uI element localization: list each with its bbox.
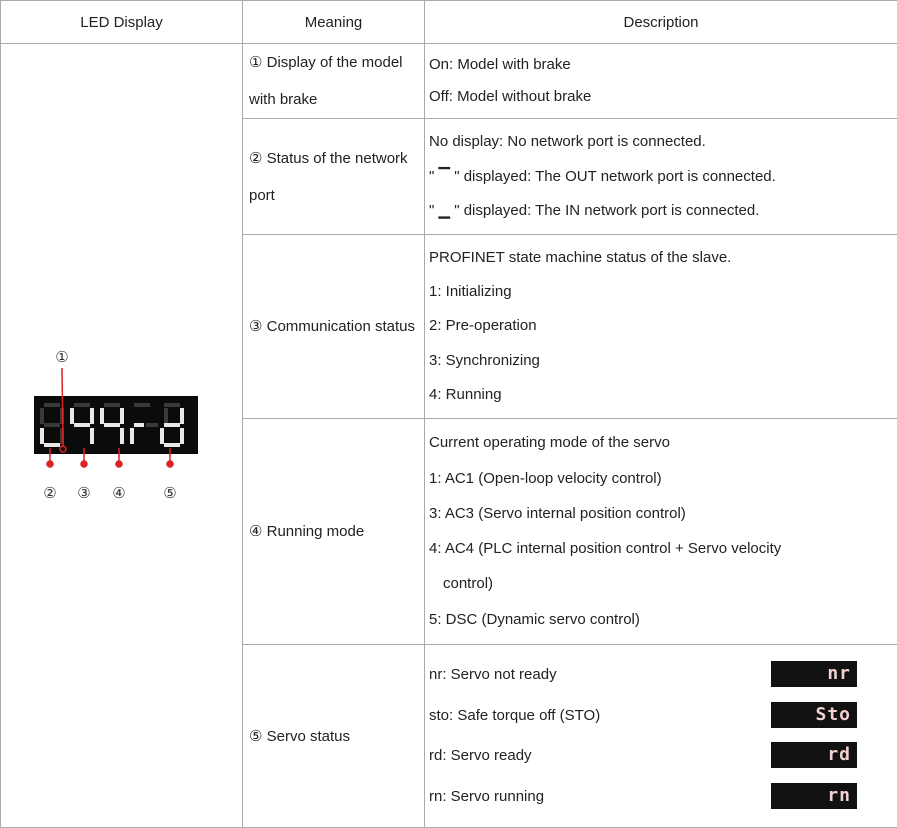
description-text: " ▔ " displayed: The OUT network port is…	[429, 168, 776, 185]
description-line: Current operating mode of the servo	[429, 432, 893, 454]
description-lines: No display: No network port is connected…	[429, 119, 893, 234]
led-figure: ① ② ③ ④ ⑤	[0, 0, 242, 820]
callout: ③	[77, 485, 90, 502]
description-text: 4: Running	[429, 386, 502, 403]
description-text: rn: Servo running	[429, 788, 544, 805]
description-text: No display: No network port is connected…	[429, 133, 706, 150]
description-line: No display: No network port is connected…	[429, 131, 893, 153]
description-line: sto: Safe torque off (STO) Sto	[429, 705, 893, 727]
description-line: " ▁ " displayed: The IN network port is …	[429, 200, 893, 222]
description-line: 4: AC4 (PLC internal position control + …	[429, 538, 893, 560]
description-line: 3: AC3 (Servo internal position control)	[429, 503, 893, 525]
meaning-cell: ④ Running mode	[243, 419, 425, 645]
description-line: 2: Pre-operation	[429, 315, 893, 337]
header-cell: Meaning	[243, 1, 425, 44]
description-text: 5: DSC (Dynamic servo control)	[429, 611, 640, 628]
description-line: 1: Initializing	[429, 281, 893, 303]
callout: ①	[55, 349, 68, 366]
description-text: rd: Servo ready	[429, 747, 532, 764]
description-text: 3: AC3 (Servo internal position control)	[429, 505, 686, 522]
description-line: rd: Servo ready rd	[429, 745, 893, 767]
description-text: sto: Safe torque off (STO)	[429, 707, 600, 724]
description-text: " ▁ " displayed: The IN network port is …	[429, 202, 759, 219]
meaning-cell: ② Status of the network port	[243, 119, 425, 235]
description-text: 1: Initializing	[429, 283, 512, 300]
description-lines: PROFINET state machine status of the sla…	[429, 235, 893, 418]
meaning-cell: ① Display of the model with brake	[243, 44, 425, 119]
callout: ⑤	[163, 485, 176, 502]
description-text: 2: Pre-operation	[429, 317, 537, 334]
description-cell: Current operating mode of the servo 1: AC…	[425, 419, 897, 645]
status-display: rn	[771, 783, 857, 809]
callout: ②	[43, 485, 56, 502]
description-cell: PROFINET state machine status of the sla…	[425, 235, 897, 419]
description-line: control)	[429, 573, 893, 595]
description-line: PROFINET state machine status of the sla…	[429, 247, 893, 269]
description-text: 3: Synchronizing	[429, 352, 540, 369]
description-text: 1: AC1 (Open-loop velocity control)	[429, 470, 662, 487]
description-text: nr: Servo not ready	[429, 666, 557, 683]
description-line: 3: Synchronizing	[429, 350, 893, 372]
description-line: 1: AC1 (Open-loop velocity control)	[429, 468, 893, 490]
callout: ④	[112, 485, 125, 502]
description-lines: nr: Servo not ready nr sto: Safe torque of…	[429, 645, 893, 827]
status-display: Sto	[771, 702, 857, 728]
description-cell: nr: Servo not ready nr sto: Safe torque of…	[425, 645, 897, 828]
description-line: " ▔ " displayed: The OUT network port is…	[429, 166, 893, 188]
description-text: control)	[443, 575, 493, 592]
description-text: 4: AC4 (PLC internal position control + …	[429, 540, 781, 557]
status-display: nr	[771, 661, 857, 687]
description-text: On: Model with brake	[429, 56, 571, 73]
description-line: Off: Model without brake	[429, 86, 893, 108]
description-line: On: Model with brake	[429, 54, 893, 76]
description-line: rn: Servo running rn	[429, 786, 893, 808]
description-line: nr: Servo not ready nr	[429, 664, 893, 686]
description-text: PROFINET state machine status of the sla…	[429, 249, 731, 266]
header-cell: Description	[425, 1, 897, 44]
description-cell: No display: No network port is connected…	[425, 119, 897, 235]
description-text: Off: Model without brake	[429, 88, 591, 105]
description-cell: On: Model with brake Off: Model without b…	[425, 44, 897, 119]
description-lines: On: Model with brake Off: Model without b…	[429, 44, 893, 118]
meaning-cell: ③ Communication status	[243, 235, 425, 419]
description-text: Current operating mode of the servo	[429, 434, 670, 451]
meaning-cell: ⑤ Servo status	[243, 645, 425, 828]
description-line: 5: DSC (Dynamic servo control)	[429, 609, 893, 631]
description-line: 4: Running	[429, 384, 893, 406]
description-lines: Current operating mode of the servo 1: AC…	[429, 419, 893, 644]
status-display: rd	[771, 742, 857, 768]
